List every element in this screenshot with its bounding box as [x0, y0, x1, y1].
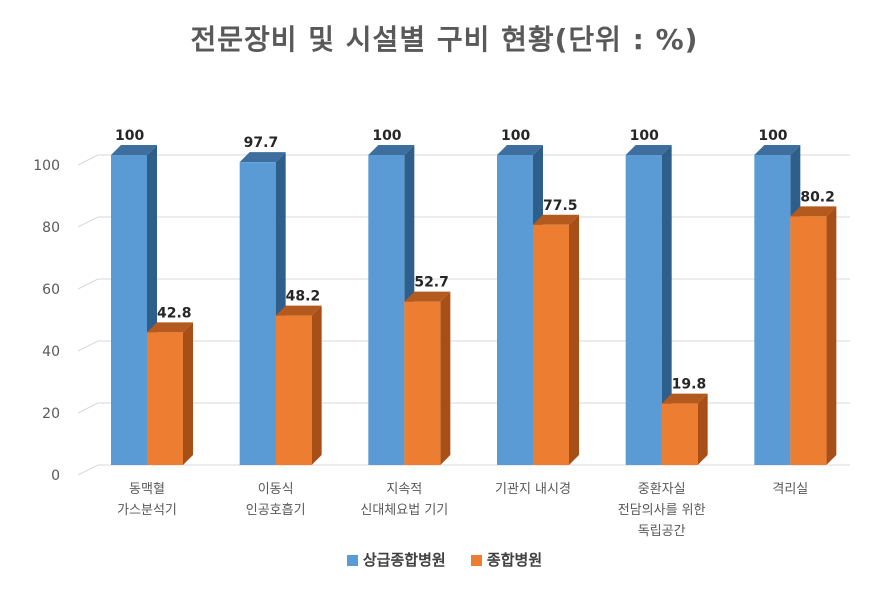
bar-s2-6 [790, 216, 827, 465]
bar-s1-3 [368, 155, 405, 465]
y-tick-label: 0 [51, 468, 60, 484]
y-tick-label: 100 [33, 158, 60, 174]
bar-s2-3 [404, 301, 441, 465]
category-label-line: 기관지 내시경 [495, 482, 571, 497]
legend-item-series-2: 종합병원 [470, 549, 543, 570]
data-label-s2-3: 52.7 [414, 275, 449, 291]
gridline-diagonal [77, 278, 99, 290]
bars [111, 145, 837, 465]
y-tick-label: 80 [42, 220, 60, 236]
category-label-line: 격리실 [772, 482, 808, 497]
category-label-line: 가스분석기 [117, 503, 177, 518]
bar-top-s1-4 [497, 145, 543, 155]
gridline-diagonal [77, 402, 99, 414]
bar-top-s2-5 [661, 393, 708, 404]
bar-top-s1-3 [368, 145, 415, 155]
y-tick-label: 60 [42, 282, 60, 298]
category-label-6: 격리실 [772, 482, 808, 497]
category-label-line: 인공호흡기 [246, 503, 306, 518]
category-label-line: 동맥혈 [129, 482, 165, 497]
data-label-s1-3: 100 [372, 128, 401, 144]
category-label-line: 전담의사를 위한 [618, 503, 706, 518]
gridline-diagonal [77, 340, 99, 352]
chart-title: 전문장비 및 시설별 구비 현황(단위 : %) [190, 23, 699, 56]
bar-s1-6 [754, 155, 791, 465]
data-labels: 100 42.8 97.7 48.2 100 52.7 100 77.5 100 19.8 100 8… [115, 128, 835, 393]
data-label-s1-4: 100 [501, 128, 530, 144]
gridline-diagonal [77, 464, 99, 476]
legend-swatch-series-2 [470, 555, 482, 566]
bar-top-s1-6 [754, 145, 801, 155]
bar-side-s2-2 [311, 305, 322, 465]
bar-top-s2-6 [790, 206, 837, 217]
data-label-s2-1: 42.8 [157, 305, 192, 321]
bar-top-s2-2 [275, 305, 322, 316]
gridline-diagonal [77, 154, 99, 166]
category-label-line: 이동식 [258, 482, 294, 497]
data-label-s2-5: 19.8 [672, 377, 707, 393]
bar-top-s2-1 [147, 322, 193, 333]
bar-side-s2-3 [440, 291, 451, 465]
bar-s1-5 [625, 155, 662, 465]
legend-label-series-1: 상급종합병원 [362, 551, 446, 569]
bar-top-s2-3 [404, 291, 451, 302]
bar-s2-2 [275, 315, 312, 465]
y-axis-ticks: 0 20 40 60 80 100 [33, 158, 60, 484]
bar-top-s1-2 [239, 152, 286, 163]
data-label-s2-6: 80.2 [800, 189, 835, 205]
bar-side-s2-5 [697, 393, 708, 465]
data-label-s1-1: 100 [115, 128, 144, 144]
bar-s2-4 [533, 224, 569, 465]
bar-s1-1 [111, 155, 147, 465]
legend-item-series-1: 상급종합병원 [346, 549, 446, 570]
gridline-diagonal [77, 216, 99, 228]
bar-s1-2 [239, 162, 276, 465]
category-label-line: 신대체요법 기기 [360, 503, 448, 518]
legend-swatch-series-1 [346, 555, 358, 566]
category-label-line: 지속적 [386, 482, 422, 497]
bar-s2-5 [661, 403, 698, 465]
data-label-s1-5: 100 [630, 128, 659, 144]
category-label-4: 기관지 내시경 [495, 482, 571, 497]
bar-top-s2-4 [533, 214, 579, 225]
y-tick-label: 40 [42, 344, 60, 360]
bar-top-s1-1 [111, 145, 157, 155]
data-label-s1-6: 100 [758, 128, 787, 144]
bar-side-s2-1 [183, 322, 193, 465]
grid-layer [77, 154, 850, 476]
data-label-s2-4: 77.5 [543, 198, 578, 214]
data-label-s1-2: 97.7 [244, 135, 279, 151]
bar-side-s1-5 [661, 145, 672, 465]
data-label-s2-2: 48.2 [286, 289, 321, 305]
legend-label-series-2: 종합병원 [486, 551, 543, 569]
bar-s1-4 [497, 155, 533, 465]
legend: 상급종합병원 종합병원 [0, 549, 889, 570]
bar-side-s2-4 [569, 214, 579, 465]
category-label-line: 중환자실 [638, 482, 686, 497]
bar-side-s2-6 [826, 206, 837, 465]
y-tick-label: 20 [42, 406, 60, 422]
bar-s2-1 [147, 332, 183, 465]
category-label-line: 독립공간 [638, 524, 686, 539]
bar-top-s1-5 [625, 145, 672, 155]
